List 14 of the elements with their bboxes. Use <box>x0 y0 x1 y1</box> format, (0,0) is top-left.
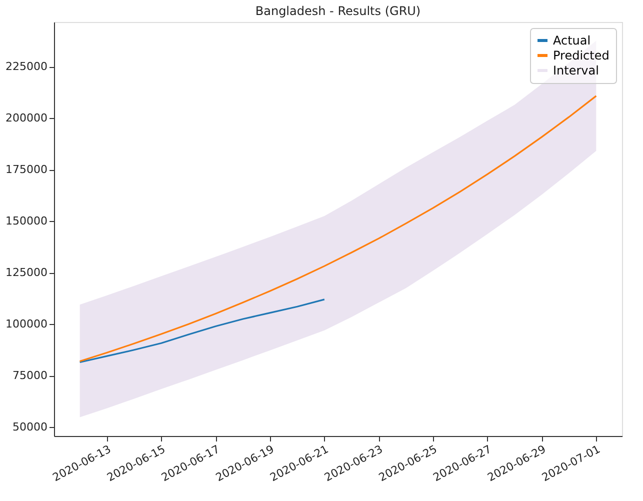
y-tick-label: 200000 <box>6 112 48 125</box>
y-tick-label: 100000 <box>6 318 48 331</box>
y-tick-label: 150000 <box>6 214 48 228</box>
y-tick-label: 50000 <box>12 420 48 434</box>
chart-title: Bangladesh - Results (GRU) <box>255 4 421 18</box>
line-series <box>79 95 597 362</box>
y-tick-label: 75000 <box>12 369 48 382</box>
y-tick-label: 175000 <box>6 163 48 176</box>
line-series <box>79 298 326 364</box>
legend-label: Actual <box>553 34 591 48</box>
annotation: Interval <box>553 64 599 78</box>
legend-label: Predicted <box>553 48 610 62</box>
y-tick-label: 125000 <box>6 266 48 280</box>
y-tick-label: 225000 <box>6 60 48 74</box>
